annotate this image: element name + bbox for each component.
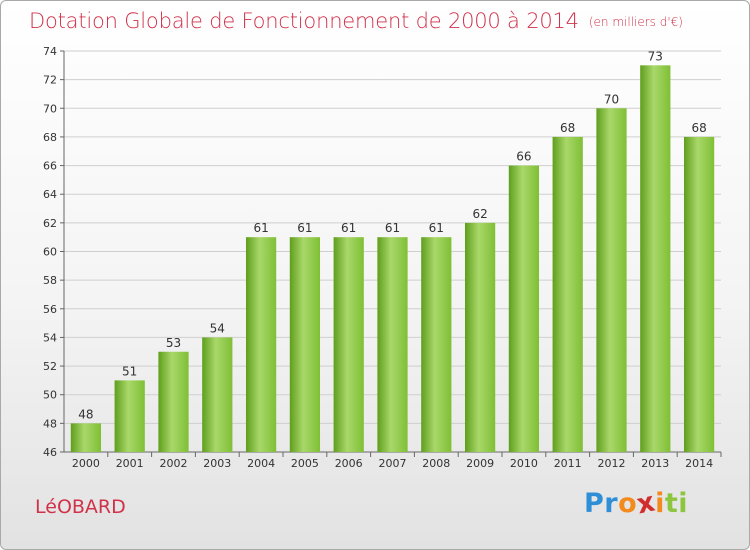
bar-value-label: 68 — [560, 121, 575, 135]
brand-letter: P — [584, 488, 605, 519]
bar — [508, 165, 540, 453]
bar — [640, 65, 671, 453]
bar-value-label: 53 — [166, 336, 181, 350]
y-tick-label: 54 — [43, 331, 57, 344]
y-tick-label: 58 — [43, 274, 57, 287]
commune-name: LéOBARD — [35, 496, 126, 518]
bar-value-label: 73 — [648, 49, 663, 63]
x-tick-label: 2002 — [160, 457, 188, 470]
x-tick-label: 2005 — [291, 457, 319, 470]
bar — [289, 237, 321, 452]
y-tick-label: 74 — [43, 45, 57, 58]
bar-value-label: 61 — [385, 221, 400, 235]
bar — [377, 237, 408, 452]
brand-letter: t — [664, 488, 679, 519]
bar — [333, 237, 364, 452]
y-tick-label: 62 — [43, 217, 57, 230]
bar — [421, 237, 452, 452]
bar-value-label: 61 — [253, 221, 268, 235]
bar-value-label: 62 — [472, 207, 487, 221]
bar — [114, 380, 145, 452]
brand-letter: i — [678, 488, 689, 519]
x-tick-label: 2006 — [335, 457, 363, 470]
bar-value-label: 68 — [691, 121, 706, 135]
brand-letter: r — [604, 488, 619, 519]
x-tick-label: 2012 — [598, 457, 626, 470]
bar — [683, 136, 715, 452]
y-tick-label: 66 — [43, 160, 57, 173]
y-tick-label: 68 — [43, 131, 57, 144]
brand-letter: o — [618, 488, 638, 519]
bar — [552, 136, 583, 452]
bar — [464, 222, 496, 452]
y-tick-label: 50 — [43, 389, 57, 402]
x-tick-label: 2000 — [72, 457, 100, 470]
x-tick-label: 2011 — [554, 457, 582, 470]
x-tick-label: 2009 — [466, 457, 494, 470]
y-tick-label: 70 — [43, 102, 57, 115]
brand-letter: i — [655, 488, 665, 519]
bar-value-label: 51 — [122, 364, 137, 378]
x-tick-label: 2014 — [685, 457, 713, 470]
chart-title: Dotation Globale de Fonctionnement de 20… — [29, 9, 683, 33]
bar-value-label: 61 — [429, 221, 444, 235]
y-tick-label: 72 — [43, 74, 57, 87]
y-tick-label: 52 — [43, 360, 57, 373]
x-tick-label: 2004 — [247, 457, 275, 470]
bar — [158, 351, 189, 452]
chart-subtitle: (en milliers d'€) — [588, 15, 683, 29]
bar-value-label: 48 — [78, 407, 93, 421]
y-tick-label: 48 — [43, 417, 57, 430]
bar — [70, 423, 102, 452]
y-tick-label: 60 — [43, 246, 57, 259]
bar-value-label: 66 — [516, 150, 531, 164]
bar — [245, 237, 277, 452]
bar — [202, 337, 233, 452]
bar-value-label: 61 — [297, 221, 312, 235]
y-tick-label: 46 — [43, 446, 57, 459]
bar — [596, 108, 627, 453]
brand-logo: Proxiti — [584, 486, 689, 520]
chart-title-text: Dotation Globale de Fonctionnement de 20… — [29, 9, 579, 33]
bars — [70, 65, 715, 453]
x-tick-label: 2013 — [641, 457, 669, 470]
x-tick-label: 2007 — [379, 457, 407, 470]
x-tick-label: 2003 — [203, 457, 231, 470]
labels: 46 48 50 52 54 56 58 60 62 64 66 68 70 72 74 48 2000 51 20… — [43, 45, 713, 470]
bar-value-label: 61 — [341, 221, 356, 235]
x-tick-label: 2001 — [116, 457, 144, 470]
bar-value-label: 54 — [210, 321, 225, 335]
y-tick-label: 56 — [43, 303, 57, 316]
bar-value-label: 70 — [604, 92, 619, 106]
y-tick-label: 64 — [43, 188, 57, 201]
x-tick-label: 2008 — [422, 457, 450, 470]
x-tick-label: 2010 — [510, 457, 538, 470]
